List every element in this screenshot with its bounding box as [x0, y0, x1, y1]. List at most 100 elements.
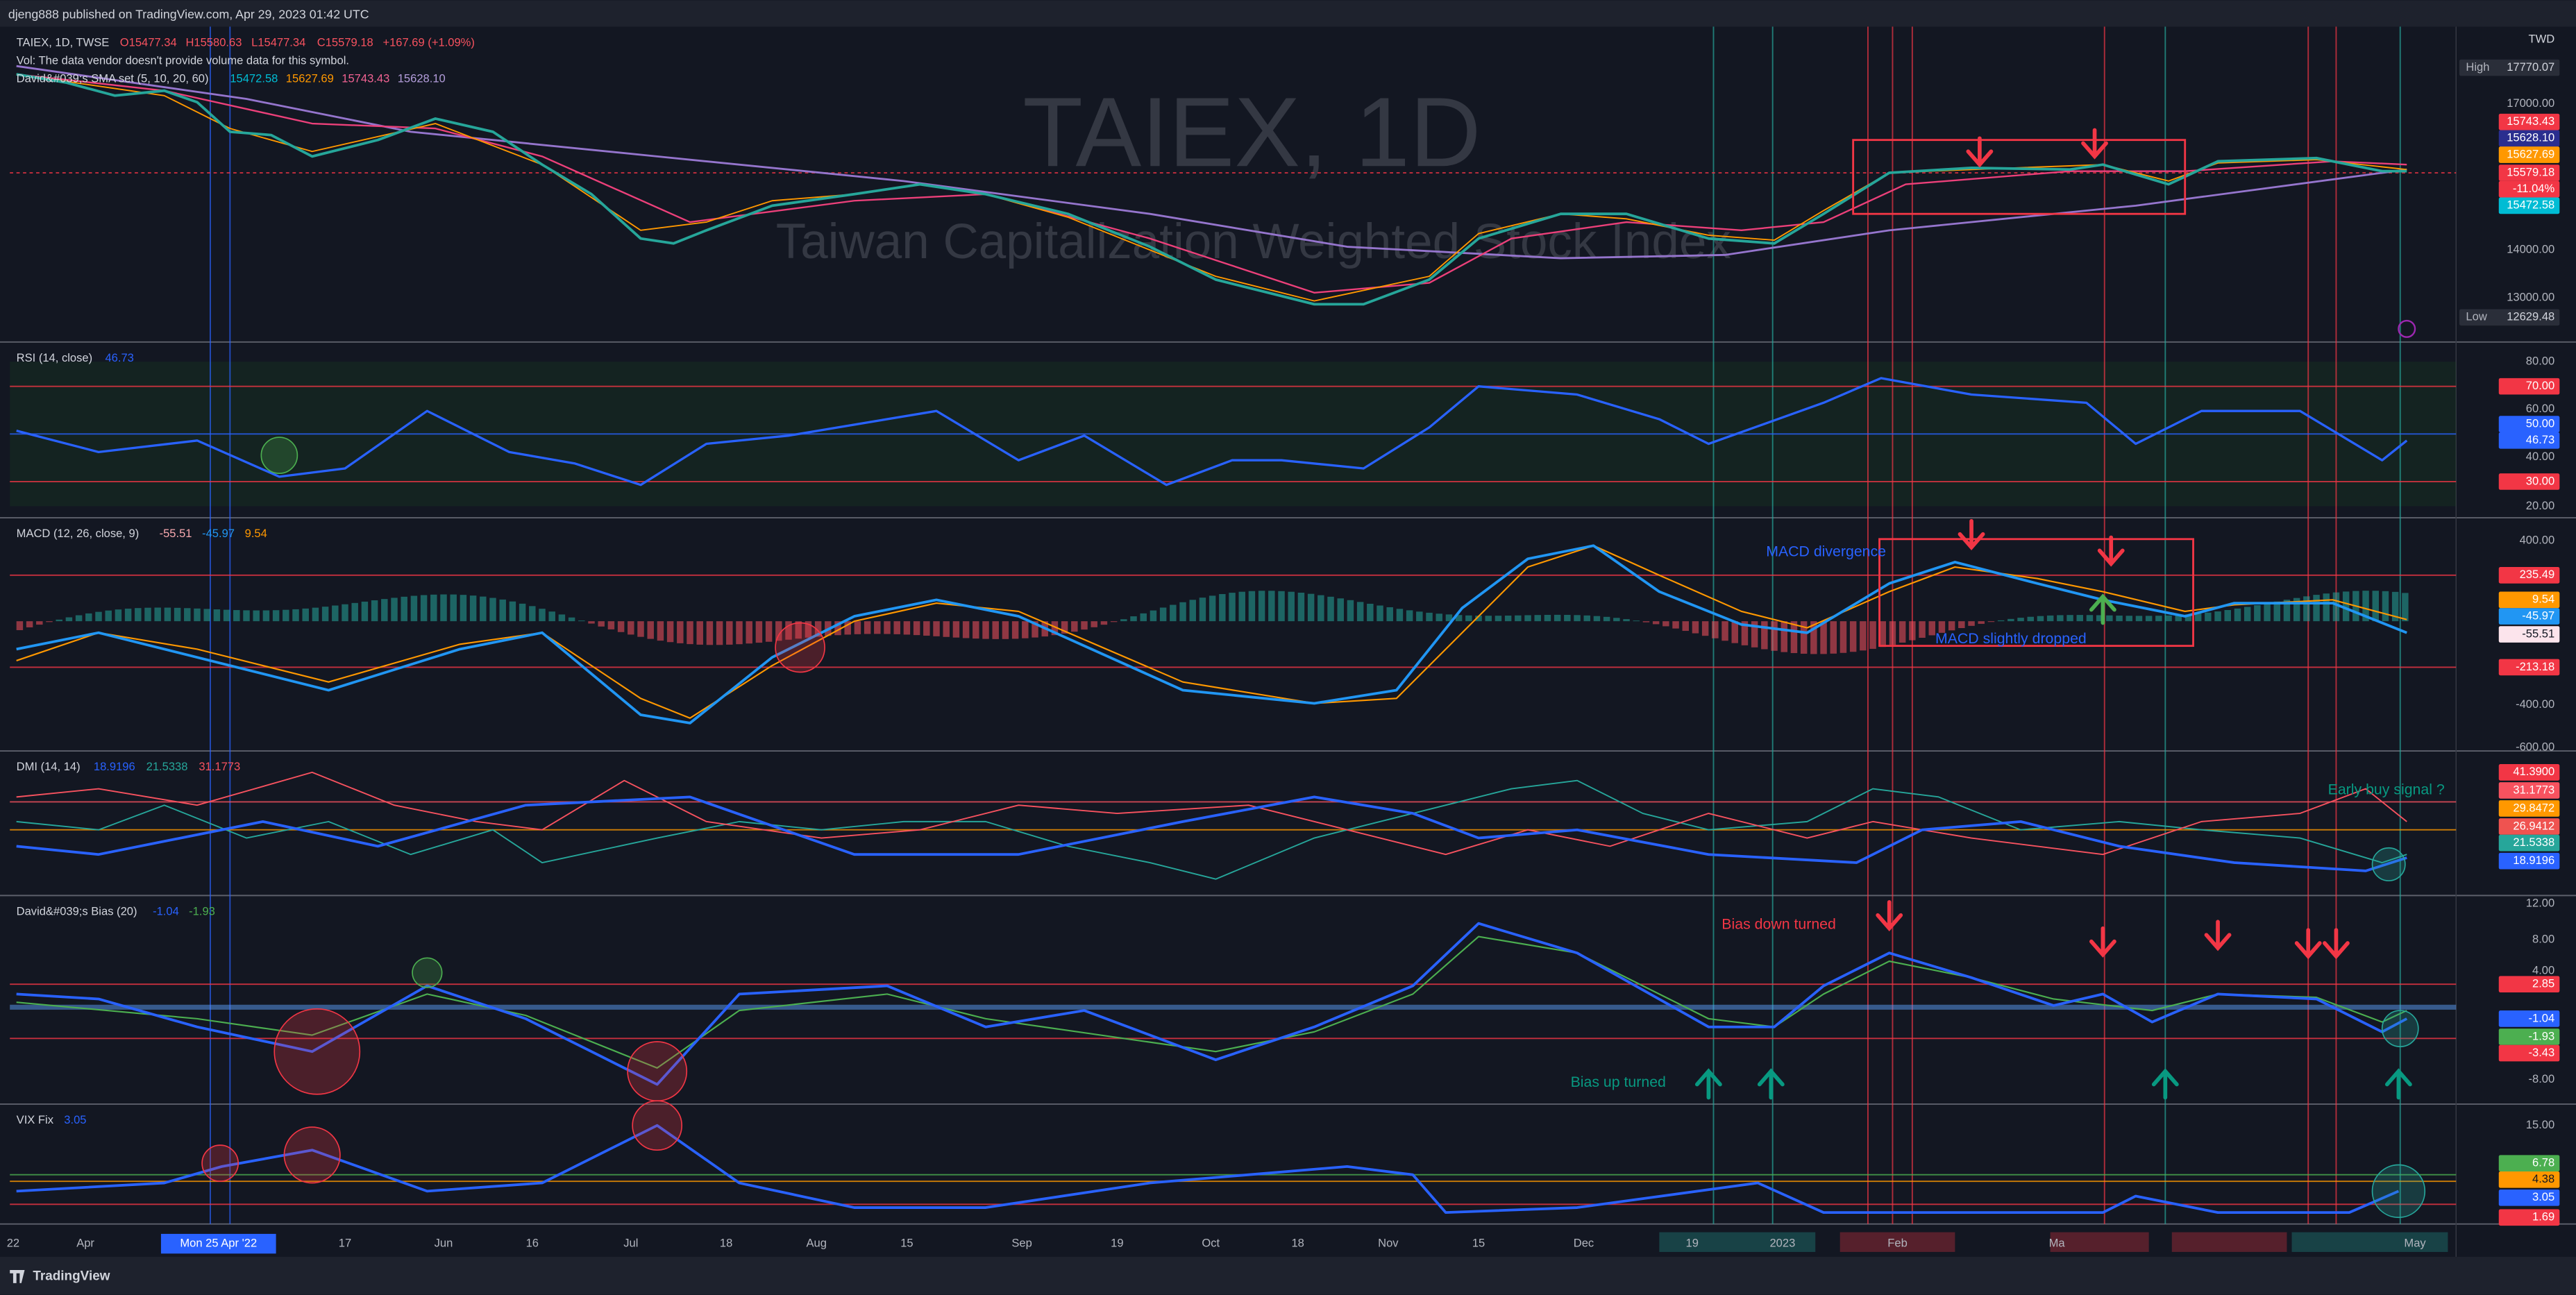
- macd-histogram: [1209, 595, 1216, 622]
- watermark-subtitle: Taiwan Capitalization Weighted Stock Ind…: [776, 214, 1731, 269]
- macd-histogram: [1830, 621, 1837, 654]
- macd-histogram: [884, 621, 891, 634]
- macd-histogram: [124, 609, 132, 622]
- pane-title: RSI (14, close): [17, 351, 92, 364]
- annotation-text: MACD slightly dropped: [1935, 630, 2087, 647]
- macd-histogram: [903, 621, 911, 635]
- macd-histogram: [2362, 591, 2369, 622]
- macd-histogram: [1445, 614, 1453, 622]
- macd-histogram: [617, 621, 625, 632]
- macd-histogram: [1120, 619, 1127, 622]
- sma-20: [16, 73, 2407, 294]
- macd-histogram: [1327, 596, 1334, 622]
- time-highlight: [1659, 1232, 1816, 1252]
- macd-histogram: [1140, 613, 1147, 622]
- annotation-arrow: [1876, 899, 1903, 932]
- time-label: Ma: [2049, 1236, 2066, 1249]
- macd-histogram: [1426, 612, 1433, 622]
- macd-histogram: [1515, 615, 1522, 622]
- macd-histogram: [283, 609, 289, 622]
- sma-value: 15472.58: [230, 71, 278, 85]
- macd-histogram: [1633, 620, 1640, 622]
- macd-histogram: [1662, 621, 1669, 627]
- axis-label: 31.1773: [2513, 783, 2554, 796]
- axis-label: High: [2466, 60, 2489, 74]
- macd-histogram: [1751, 621, 1758, 648]
- annotation-arrow: [2204, 920, 2232, 951]
- axis-label: 12.00: [2526, 897, 2554, 910]
- axis-badge: [2498, 432, 2560, 449]
- macd-histogram: [1159, 607, 1167, 622]
- macd-histogram: [56, 619, 62, 622]
- macd-histogram: [2342, 591, 2350, 622]
- macd-histogram: [2027, 616, 2034, 622]
- macd-histogram: [607, 621, 615, 629]
- macd-histogram: [1504, 616, 1512, 622]
- axis-label: 41.3900: [2513, 765, 2554, 778]
- macd-histogram: [95, 611, 102, 622]
- macd-histogram: [391, 598, 398, 622]
- axis-badge: [2459, 59, 2560, 76]
- macd-histogram: [2106, 615, 2113, 622]
- price: [16, 73, 2407, 306]
- axis-label: -400.00: [2516, 697, 2554, 711]
- macd-histogram: [2254, 604, 2261, 622]
- macd-histogram: [1297, 592, 1305, 622]
- macd-histogram: [351, 602, 358, 622]
- axis-badge: [2498, 197, 2560, 214]
- macd-histogram: [2116, 616, 2123, 622]
- bias-signal: [16, 936, 2407, 1069]
- macd-histogram: [164, 607, 171, 622]
- macd-histogram: [302, 608, 309, 622]
- macd-histogram: [1958, 621, 1965, 629]
- macd-histogram: [736, 621, 743, 645]
- macd-histogram: [2037, 616, 2044, 622]
- macd-histogram: [1465, 615, 1472, 622]
- macd-histogram: [2007, 618, 2014, 622]
- macd-histogram: [26, 621, 33, 627]
- macd-histogram: [1997, 620, 2005, 622]
- pane-title: DMI (14, 14): [17, 760, 81, 773]
- brand-logo: [10, 1269, 25, 1283]
- macd-histogram: [36, 621, 43, 625]
- macd-histogram: [135, 608, 142, 622]
- macd-histogram: [2017, 618, 2024, 622]
- time-label: 19: [1686, 1236, 1699, 1249]
- axis-badge: [2498, 180, 2560, 198]
- macd-histogram: [272, 610, 280, 622]
- top-bar: [0, 0, 2576, 27]
- macd-histogram: [361, 601, 369, 622]
- macd-histogram: [1524, 615, 1531, 622]
- axis-label: -55.51: [2522, 627, 2554, 640]
- macd-histogram: [1978, 621, 1985, 624]
- macd-histogram: [2234, 608, 2241, 622]
- highlight-circle: [2371, 1164, 2426, 1219]
- macd-histogram: [115, 609, 122, 622]
- axis-badge: [2498, 146, 2560, 163]
- axis-label: 70.00: [2526, 379, 2554, 392]
- sma-value: 15743.43: [342, 71, 389, 85]
- time-label: 2023: [1769, 1236, 1795, 1249]
- axis-label: 80.00: [2526, 355, 2554, 368]
- macd-histogram: [1544, 614, 1551, 622]
- time-label: 17: [339, 1236, 351, 1249]
- macd-histogram: [854, 621, 861, 634]
- macd-histogram: [312, 607, 319, 622]
- annotation-arrow: [2323, 928, 2350, 960]
- macd-histogram: [706, 621, 714, 645]
- macd-histogram: [1199, 598, 1206, 622]
- macd-histogram: [1110, 621, 1118, 623]
- annotation-text: Bias down turned: [1721, 916, 1836, 933]
- macd-histogram: [1564, 614, 1571, 622]
- macd-histogram: [2145, 616, 2153, 622]
- axis-label: 17770.07: [2507, 60, 2554, 74]
- macd-histogram: [933, 621, 940, 636]
- axis-label: 40.00: [2526, 450, 2554, 463]
- macd-histogram: [539, 609, 546, 622]
- macd-histogram: [2323, 593, 2330, 622]
- axis-label: Low: [2466, 310, 2486, 323]
- macd-histogram: [85, 613, 92, 622]
- macd-histogram: [2273, 601, 2280, 622]
- macd-histogram: [893, 621, 900, 634]
- axis-badge: [2498, 567, 2560, 584]
